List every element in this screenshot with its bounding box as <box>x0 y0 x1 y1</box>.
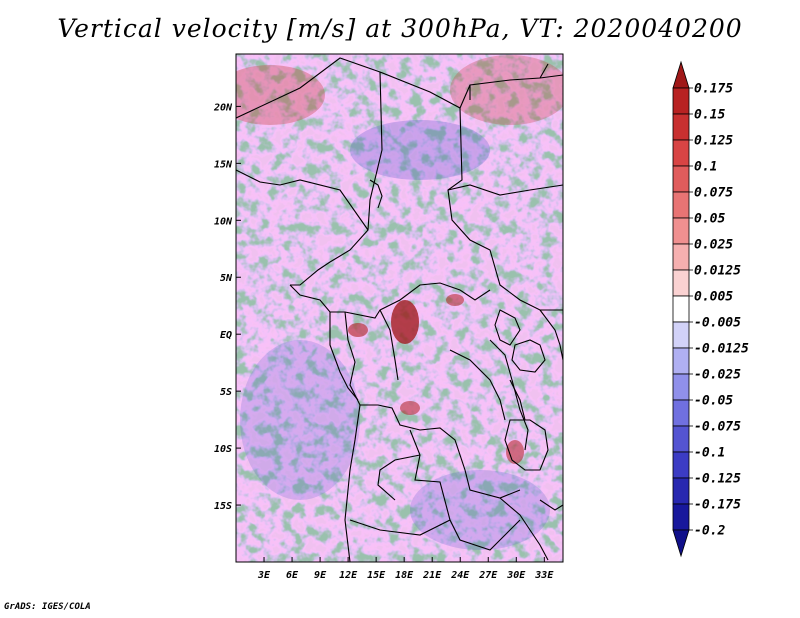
colorbar-swatch <box>672 451 690 479</box>
colorbar-swatch <box>672 139 690 167</box>
colorbar-overflow-high <box>672 60 690 89</box>
map-frame <box>235 53 564 563</box>
lat-tick-label: 15N <box>214 159 233 170</box>
colorbar-swatch <box>672 295 690 323</box>
colorbar-swatch <box>672 477 690 505</box>
lon-tick-label: 27E <box>478 570 498 581</box>
colorbar-swatch <box>672 87 690 115</box>
colorbar-swatch <box>672 191 690 219</box>
colorbar-swatch <box>672 243 690 271</box>
grads-credit: GrADS: IGES/COLA <box>4 602 91 612</box>
colorbar-label: -0.1 <box>694 446 725 461</box>
colorbar-label: 0.175 <box>694 82 733 97</box>
colorbar-label: -0.2 <box>694 524 725 539</box>
colorbar: 0.175 0.15 0.125 0.1 0.075 0.05 0.025 0.0125 0.0… <box>672 60 749 558</box>
lat-tick-label: 15S <box>214 501 232 512</box>
lat-tick-label: 10N <box>214 216 233 227</box>
lon-tick-label: 18E <box>395 570 414 581</box>
colorbar-swatch <box>672 321 690 349</box>
colorbar-label: 0.15 <box>694 108 725 123</box>
colorbar-swatch <box>672 165 690 193</box>
colorbar-overflow-low <box>672 529 690 558</box>
colorbar-swatch <box>672 425 690 453</box>
colorbar-swatch <box>672 399 690 427</box>
colorbar-swatch <box>672 269 690 297</box>
lon-tick-label: 15E <box>367 570 386 581</box>
lon-tick-label: 33E <box>534 570 554 581</box>
colorbar-label: -0.175 <box>694 498 741 513</box>
lon-tick-label: 3E <box>257 570 271 581</box>
colorbar-label: 0.1 <box>694 160 717 175</box>
vertical-velocity-field <box>236 54 563 562</box>
colorbar-label: 0.0125 <box>694 264 741 279</box>
colorbar-swatch <box>672 503 690 531</box>
lat-tick-label: 5N <box>220 273 233 284</box>
colorbar-label: 0.05 <box>694 212 725 227</box>
lat-tick-label: 10S <box>214 444 232 455</box>
colorbar-swatch <box>672 347 690 375</box>
colorbar-swatch <box>672 113 690 141</box>
lat-tick-label: EQ <box>220 330 232 341</box>
lon-tick-label: 21E <box>422 570 442 581</box>
colorbar-label: 0.125 <box>694 134 733 149</box>
colorbar-label: -0.075 <box>694 420 741 435</box>
colorbar-label: 0.075 <box>694 186 733 201</box>
colorbar-label: -0.005 <box>694 316 741 331</box>
country-borders <box>235 57 564 563</box>
lon-tick-label: 9E <box>314 570 327 581</box>
map-title: Vertical velocity [m/s] at 300hPa, VT: 2… <box>57 14 743 43</box>
colorbar-label: 0.005 <box>694 290 733 305</box>
lat-tick-label: 20N <box>213 102 233 113</box>
colorbar-label: 0.025 <box>694 238 733 253</box>
lon-tick-label: 30E <box>506 570 526 581</box>
latitude-axis: 20N 15N 10N 5N EQ 5S 10S 15S <box>213 102 241 512</box>
lon-tick-label: 6E <box>286 570 299 581</box>
colorbar-swatch <box>672 217 690 245</box>
lon-tick-label: 12E <box>339 570 358 581</box>
longitude-axis: 3E 6E 9E 12E 15E 18E 21E 24E 27E 30E 33E <box>257 557 554 581</box>
colorbar-label: -0.05 <box>694 394 733 409</box>
colorbar-swatch <box>672 373 690 401</box>
colorbar-label: -0.125 <box>694 472 741 487</box>
lon-tick-label: 24E <box>450 570 470 581</box>
lat-tick-label: 5S <box>220 387 232 398</box>
colorbar-label: -0.0125 <box>694 342 749 357</box>
colorbar-label: -0.025 <box>694 368 741 383</box>
